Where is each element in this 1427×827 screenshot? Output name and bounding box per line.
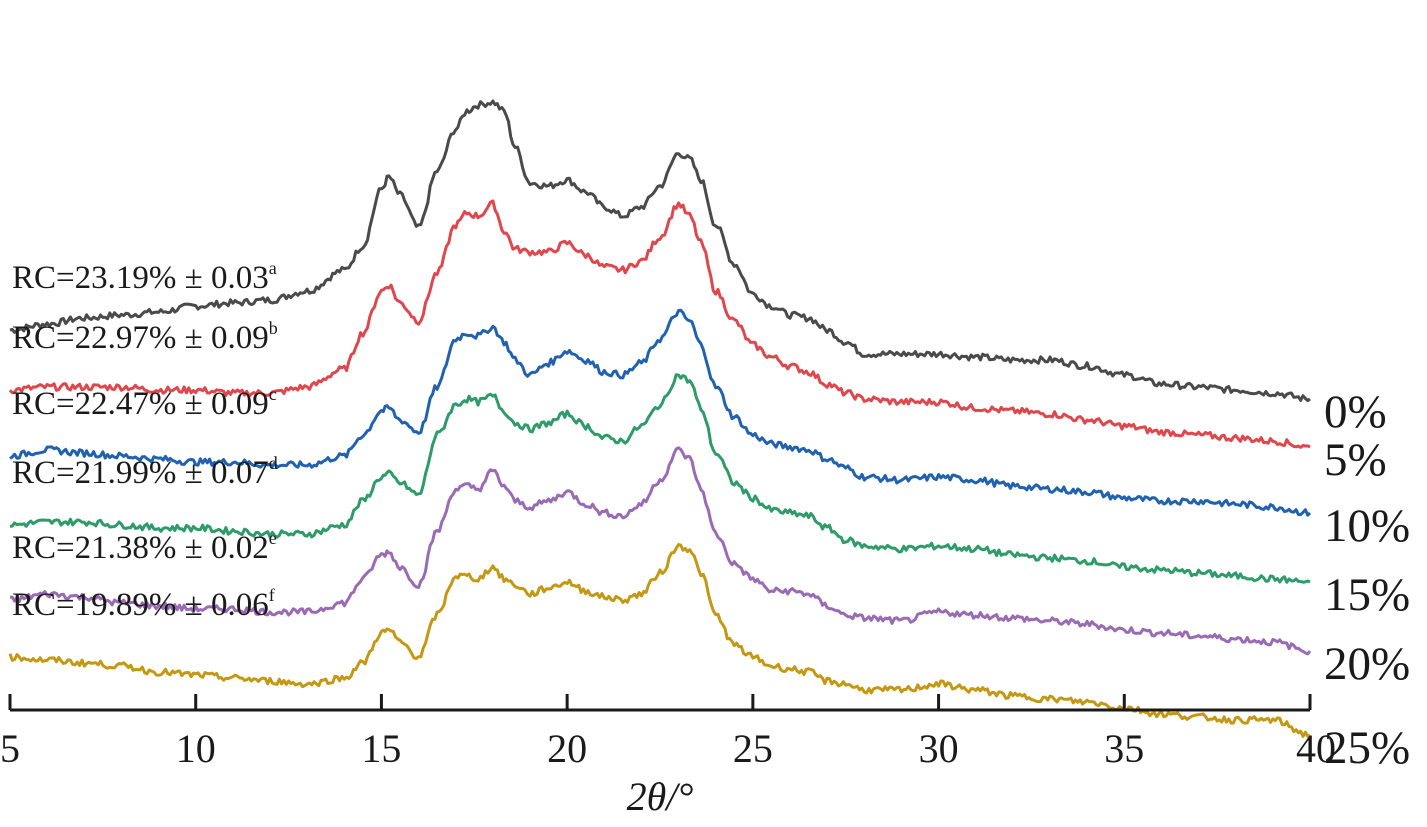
series-label-20pct: 20%	[1324, 638, 1410, 690]
series-layer	[8, 99, 1312, 738]
series-label-layer: 0%5% 10% 15% 20% 25%	[1324, 386, 1410, 774]
series-label-25pct: 25%	[1324, 722, 1410, 774]
rc-annotation-25pct: RC=19.89% ± 0.06f	[12, 585, 275, 623]
rc-superscript: d	[269, 453, 278, 473]
rc-annotation-10pct: RC=22.47% ± 0.09c	[12, 384, 277, 422]
rc-annotation-0pct: RC=23.19% ± 0.03a	[12, 258, 277, 296]
rc-superscript: b	[269, 318, 278, 338]
rc-superscript: c	[269, 384, 277, 404]
series-line-25pct	[8, 543, 1311, 738]
rc-annotation-layer: RC=23.19% ± 0.03a RC=22.97% ± 0.09b RC=22.…	[12, 258, 278, 623]
series-label-5pct: 5%	[1324, 434, 1387, 486]
series-label-10pct: 10%	[1324, 500, 1410, 552]
x-axis: 5 10 15 20 25 30 35 40	[0, 694, 1336, 771]
x-tick-label: 10	[176, 726, 216, 771]
x-tick-label: 40	[1296, 726, 1336, 771]
series-line-0pct	[9, 99, 1311, 403]
rc-annotation-5pct: RC=22.97% ± 0.09b	[12, 318, 278, 356]
series-line-15pct	[9, 373, 1311, 584]
x-tick-label: 5	[0, 726, 20, 771]
x-tick-label: 35	[1104, 726, 1144, 771]
x-tick-label: 30	[919, 726, 959, 771]
x-tick-label: 15	[361, 726, 401, 771]
x-axis-title: 2θ/°	[627, 774, 694, 819]
series-line-10pct	[9, 308, 1312, 517]
x-tick-label: 25	[733, 726, 773, 771]
x-tick-label: 20	[547, 726, 587, 771]
series-label-0pct: 0%	[1324, 386, 1387, 438]
rc-superscript: e	[269, 528, 277, 548]
rc-annotation-15pct: RC=21.99% ± 0.07d	[12, 453, 278, 491]
rc-superscript: a	[269, 258, 277, 278]
rc-annotation-20pct: RC=21.38% ± 0.02e	[12, 528, 277, 566]
series-line-5pct	[8, 199, 1311, 449]
rc-superscript: f	[269, 585, 275, 605]
series-label-15pct: 15%	[1324, 569, 1410, 621]
series-line-20pct	[9, 446, 1312, 656]
